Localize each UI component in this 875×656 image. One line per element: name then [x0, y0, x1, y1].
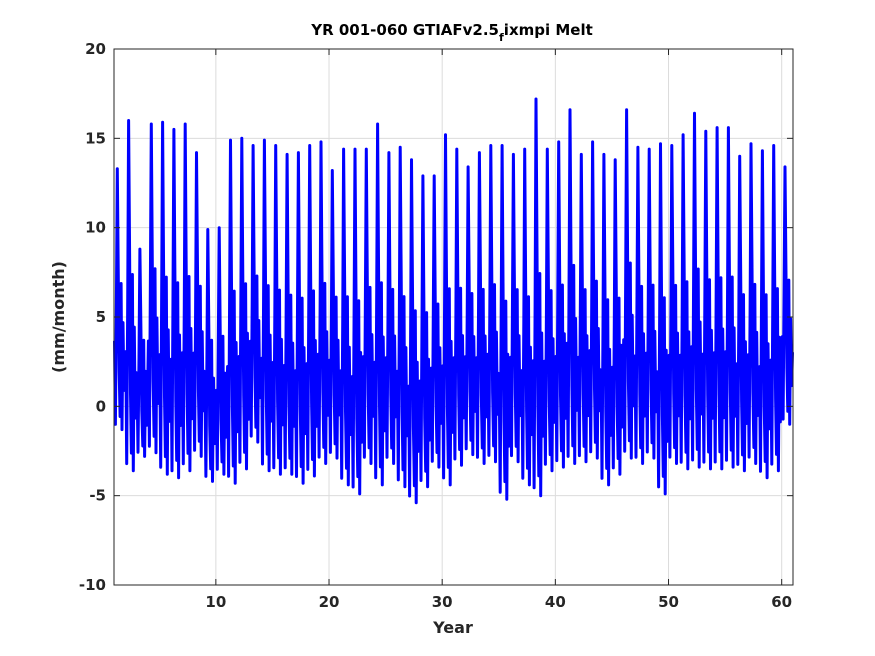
series-layer	[113, 97, 794, 505]
x-axis-label: Year	[432, 618, 473, 637]
x-tick-labels: 10 20 30 40 50 60	[205, 593, 792, 611]
x-tick-label: 60	[771, 593, 792, 611]
y-tick-label: 15	[85, 129, 106, 147]
chart-title-subscript: f	[499, 31, 504, 44]
y-tick-label: -10	[79, 576, 106, 594]
grid-lines	[114, 48, 793, 586]
x-tick-label: 40	[545, 593, 566, 611]
y-tick-label: 20	[85, 40, 106, 58]
y-tick-labels: -10 -5 0 5 10 15 20	[79, 40, 106, 594]
x-tick-label: 50	[658, 593, 679, 611]
y-axis-label: (mm/month)	[49, 261, 68, 373]
y-tick-label: 5	[96, 308, 106, 326]
y-tick-label: 0	[96, 397, 106, 415]
chart-title: YR 001-060 GTIAFv2.5fixmpi Melt	[310, 21, 593, 44]
y-tick-label: -5	[89, 487, 106, 505]
x-tick-label: 20	[319, 593, 340, 611]
x-tick-label: 30	[432, 593, 453, 611]
x-tick-label: 10	[205, 593, 226, 611]
y-tick-label: 10	[85, 219, 106, 237]
chart-title-main: YR 001-060 GTIAFv2.5	[310, 21, 499, 39]
chart-title-tail: ixmpi Melt	[504, 21, 593, 39]
melt-series-line	[113, 97, 794, 505]
tick-marks	[114, 48, 793, 586]
